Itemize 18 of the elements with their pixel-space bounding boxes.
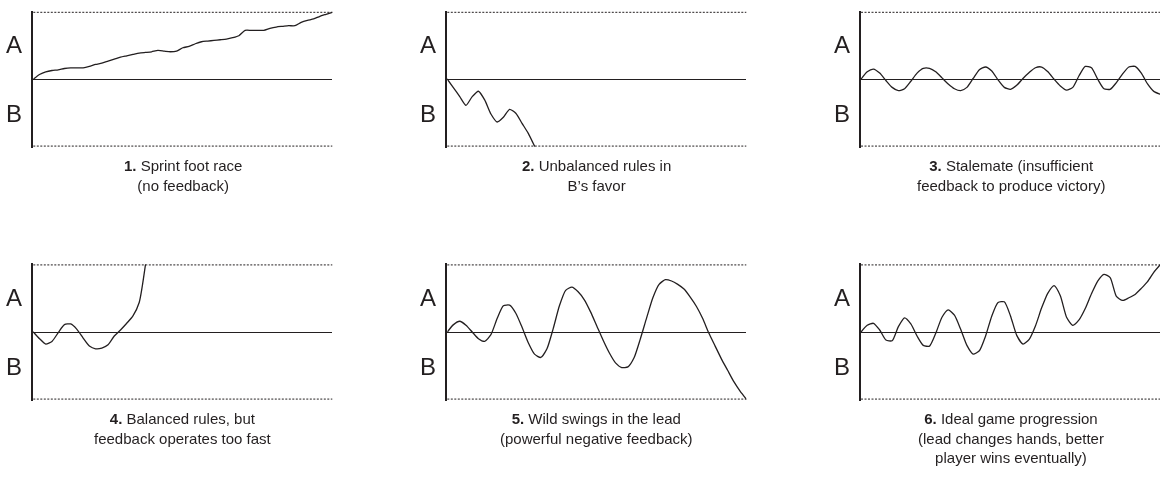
text: 3. Stalemate (insufficient feedback to produce victory) [917,157,1106,194]
text: A [6,31,23,58]
text: B [420,353,437,380]
text: A [420,31,437,58]
text: 2. Unbalanced rules in B’s favor [522,157,672,194]
text: B [834,353,851,380]
text: B [834,100,851,127]
text: B [420,100,437,127]
text: A [834,284,851,311]
text: B [6,353,23,380]
text: A [6,284,23,311]
text: 4. Balanced rules, but feedback operates too fast [94,410,272,447]
text: 6. Ideal game progression (lead changes hands, better player wins eventually) [918,410,1104,466]
text: A [420,284,437,311]
text: B [6,100,23,127]
text: 1. Sprint foot race (no feedback) [124,157,243,194]
text: A [834,31,851,58]
text: 5. Wild swings in the lead (powerful negative feedback) [500,410,693,447]
